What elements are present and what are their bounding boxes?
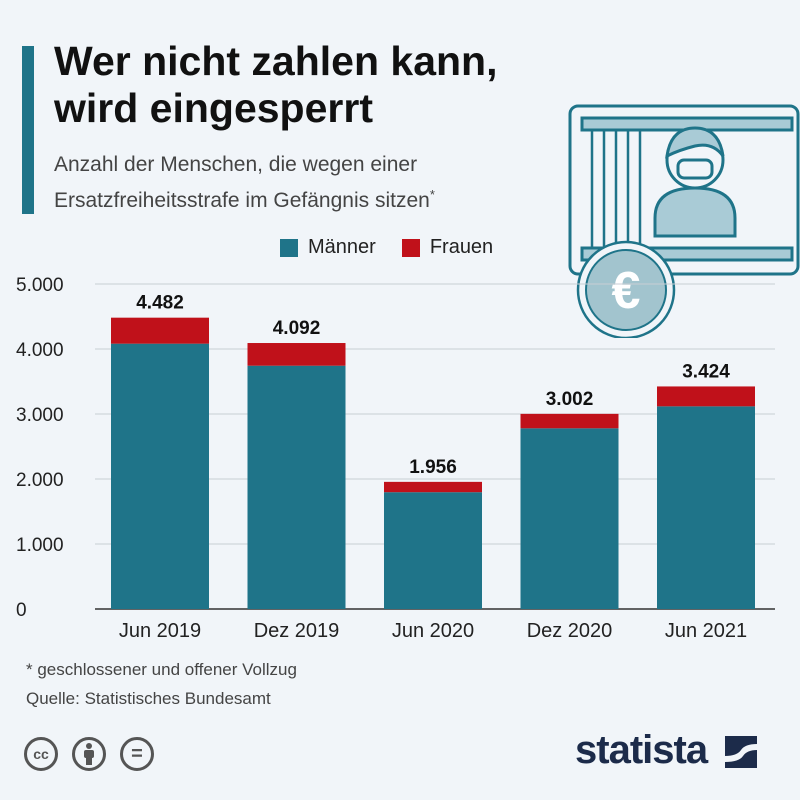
x-tick-label: Dez 2020 xyxy=(527,620,613,642)
bar-frauen xyxy=(657,386,755,407)
bar-chart: 0 1.000 2.000 3.000 4.000 5.000 4.482 Jun 2019 4… xyxy=(16,275,775,642)
cc-text: cc xyxy=(33,746,49,762)
statista-logo-icon xyxy=(725,736,757,768)
y-tick-label: 2.000 xyxy=(16,470,64,491)
y-tick-label: 4.000 xyxy=(16,340,64,361)
y-tick-label: 5.000 xyxy=(16,275,64,296)
y-tick-label: 3.000 xyxy=(16,405,64,426)
x-tick-label: Jun 2019 xyxy=(119,620,201,642)
source: Quelle: Statistisches Bundesamt xyxy=(26,689,271,708)
bar-maenner xyxy=(111,343,209,609)
prison-illustration: € xyxy=(568,104,800,338)
total-label: 4.482 xyxy=(136,293,184,314)
y-tick-label: 0 xyxy=(16,600,27,621)
subtitle-line-2: Ersatzfreiheitsstrafe im Gefängnis sitze… xyxy=(54,189,430,212)
brand-name: statista xyxy=(575,728,708,772)
title-line-2: wird eingesperrt xyxy=(54,85,373,131)
total-label: 3.424 xyxy=(682,361,730,382)
no-derivatives-icon: = xyxy=(120,737,154,771)
legend-item-frauen: Frauen xyxy=(401,236,494,259)
eq-text: = xyxy=(131,742,143,765)
total-label: 4.092 xyxy=(273,318,321,339)
bar-frauen xyxy=(247,343,346,366)
subtitle-line-1: Anzahl der Menschen, die wegen einer xyxy=(54,153,418,176)
attribution-icon xyxy=(72,737,106,771)
bar-maenner xyxy=(520,428,619,609)
cc-license-icon: cc xyxy=(24,737,58,771)
x-tick-label: Jun 2020 xyxy=(392,620,474,642)
y-tick-label: 1.000 xyxy=(16,535,64,556)
footnote-mark: * xyxy=(429,187,435,202)
legend-swatch-frauen xyxy=(401,238,420,257)
legend: Männer Frauen xyxy=(280,236,493,259)
euro-icon: € xyxy=(612,262,641,320)
x-tick-label: Jun 2021 xyxy=(665,620,747,642)
bar-frauen xyxy=(111,317,209,344)
legend-label-maenner: Männer xyxy=(308,236,376,258)
legend-item-maenner: Männer xyxy=(280,236,376,259)
bar-maenner xyxy=(247,365,346,609)
x-tick-label: Dez 2019 xyxy=(254,620,340,642)
total-label: 1.956 xyxy=(409,457,457,478)
footnote: * geschlossener und offener Vollzug xyxy=(26,660,297,679)
title-accent-bar xyxy=(22,46,34,214)
bar-maenner xyxy=(384,492,482,609)
bar-frauen xyxy=(384,481,482,493)
title-line-1: Wer nicht zahlen kann, xyxy=(54,38,498,84)
page-title: Wer nicht zahlen kann, wird eingesperrt xyxy=(54,38,498,132)
total-label: 3.002 xyxy=(546,389,594,410)
subtitle: Anzahl der Menschen, die wegen einer Ersa… xyxy=(54,150,435,216)
legend-swatch-maenner xyxy=(280,238,298,257)
bar-maenner xyxy=(657,406,755,609)
statista-logo: statista xyxy=(575,728,757,773)
legend-label-frauen: Frauen xyxy=(429,236,494,258)
bar-frauen xyxy=(520,413,619,429)
